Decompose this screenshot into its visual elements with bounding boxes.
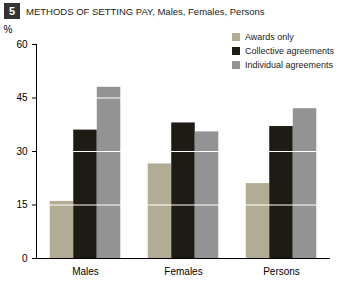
- svg-text:Males: Males: [72, 266, 99, 277]
- svg-text:45: 45: [16, 92, 28, 103]
- html-text:Collective agreements: Collective agreements: [245, 46, 334, 56]
- svg-text:%: %: [4, 24, 13, 35]
- html-text:METHODS OF SETTING PAY, Males,: METHODS OF SETTING PAY, Males, Females, …: [26, 5, 265, 17]
- svg-text:Persons: Persons: [263, 266, 300, 277]
- html-text:Individual agreements: Individual agreements: [245, 60, 333, 70]
- svg-text:60: 60: [16, 39, 28, 50]
- html-text:5: 5: [8, 5, 16, 17]
- html-text:Awards only: Awards only: [245, 32, 294, 42]
- svg-text:30: 30: [16, 146, 28, 157]
- svg-text:15: 15: [16, 199, 28, 210]
- svg-text:Females: Females: [164, 266, 202, 277]
- svg-text:0: 0: [22, 253, 28, 264]
